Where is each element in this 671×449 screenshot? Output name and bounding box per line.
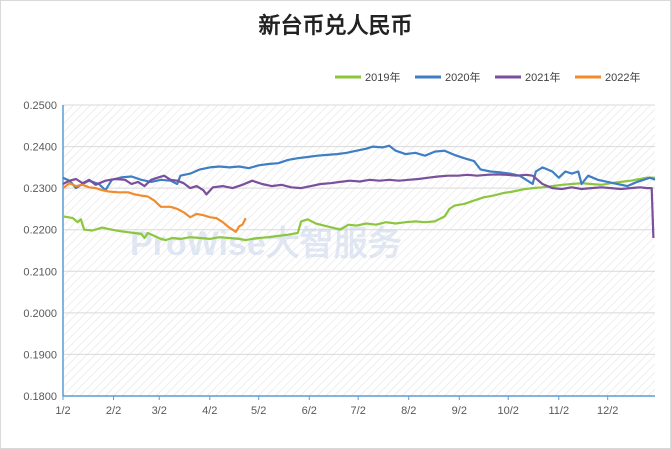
series-line-2 xyxy=(62,144,656,192)
y-tick-label: 0.2500 xyxy=(23,100,57,112)
watermark: ProWise大智服务 xyxy=(130,225,402,263)
x-tick-label: 1/2 xyxy=(55,405,70,417)
y-tick-label: 0.2100 xyxy=(23,266,57,278)
x-tick-label: 5/2 xyxy=(251,405,266,417)
chart-title: 新台币兑人民币 xyxy=(258,14,413,39)
y-tick-label: 0.2300 xyxy=(23,183,57,195)
legend-label: 2021年 xyxy=(525,70,560,84)
x-tick-label: 12/2 xyxy=(597,405,618,417)
x-tick-label: 7/2 xyxy=(351,405,366,417)
y-tick-label: 0.2200 xyxy=(23,225,57,237)
y-tick-label: 0.2400 xyxy=(23,142,57,154)
series-line-4 xyxy=(62,182,247,233)
x-tick-label: 3/2 xyxy=(152,405,167,417)
x-tick-label: 6/2 xyxy=(302,405,317,417)
x-tick-label: 2/2 xyxy=(106,405,121,417)
series-line-3 xyxy=(62,173,655,239)
watermark-text: ProWise大智服务 xyxy=(130,225,402,263)
plot-area xyxy=(63,105,655,396)
legend-label: 2019年 xyxy=(365,70,400,84)
legend-label: 2020年 xyxy=(445,70,480,84)
y-tick-label: 0.2000 xyxy=(23,308,57,320)
legend: 2019年 2020年 2021年 2022年 xyxy=(335,70,640,84)
legend-label: 2022年 xyxy=(605,70,640,84)
series-line-1 xyxy=(62,176,655,242)
x-tick-label: 10/2 xyxy=(498,405,519,417)
y-tick-label: 0.1900 xyxy=(23,349,57,361)
x-tick-label: 11/2 xyxy=(548,405,569,417)
x-tick-label: 4/2 xyxy=(202,405,217,417)
x-tick-label: 8/2 xyxy=(401,405,416,417)
y-tick-label: 0.1800 xyxy=(23,391,57,403)
series-lines xyxy=(62,144,656,242)
axes: 0.2500 0.2400 0.2300 0.2200 0.2100 0.2000 0.19… xyxy=(23,100,655,417)
x-tick-label: 9/2 xyxy=(452,405,467,417)
